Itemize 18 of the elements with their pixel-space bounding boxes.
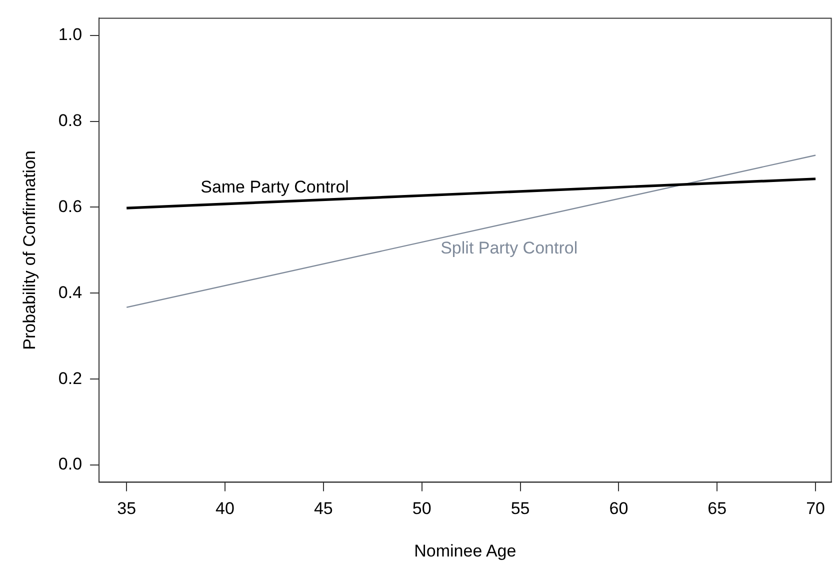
y-tick-label: 0.2 <box>58 368 82 388</box>
series-label: Split Party Control <box>440 238 578 258</box>
y-tick-label: 0.0 <box>58 454 82 474</box>
y-tick-label: 1.0 <box>58 25 82 44</box>
y-tick-label: 0.8 <box>58 111 82 130</box>
y-tick-label: 0.6 <box>58 196 82 216</box>
series-label: Same Party Control <box>200 178 349 196</box>
x-tick-label: 35 <box>117 499 136 518</box>
x-tick-label: 65 <box>708 499 727 518</box>
x-tick-label: 55 <box>510 499 530 518</box>
x-tick-label: 60 <box>609 499 628 518</box>
x-axis-title: Nominee Age <box>414 541 516 560</box>
y-tick-label: 0.4 <box>58 282 82 302</box>
x-tick-label: 70 <box>806 499 826 518</box>
y-axis-title: Probability of Confirmation <box>20 150 39 350</box>
x-tick-label: 45 <box>314 499 333 518</box>
x-tick-label: 40 <box>216 499 234 518</box>
x-tick-label: 50 <box>412 499 432 518</box>
